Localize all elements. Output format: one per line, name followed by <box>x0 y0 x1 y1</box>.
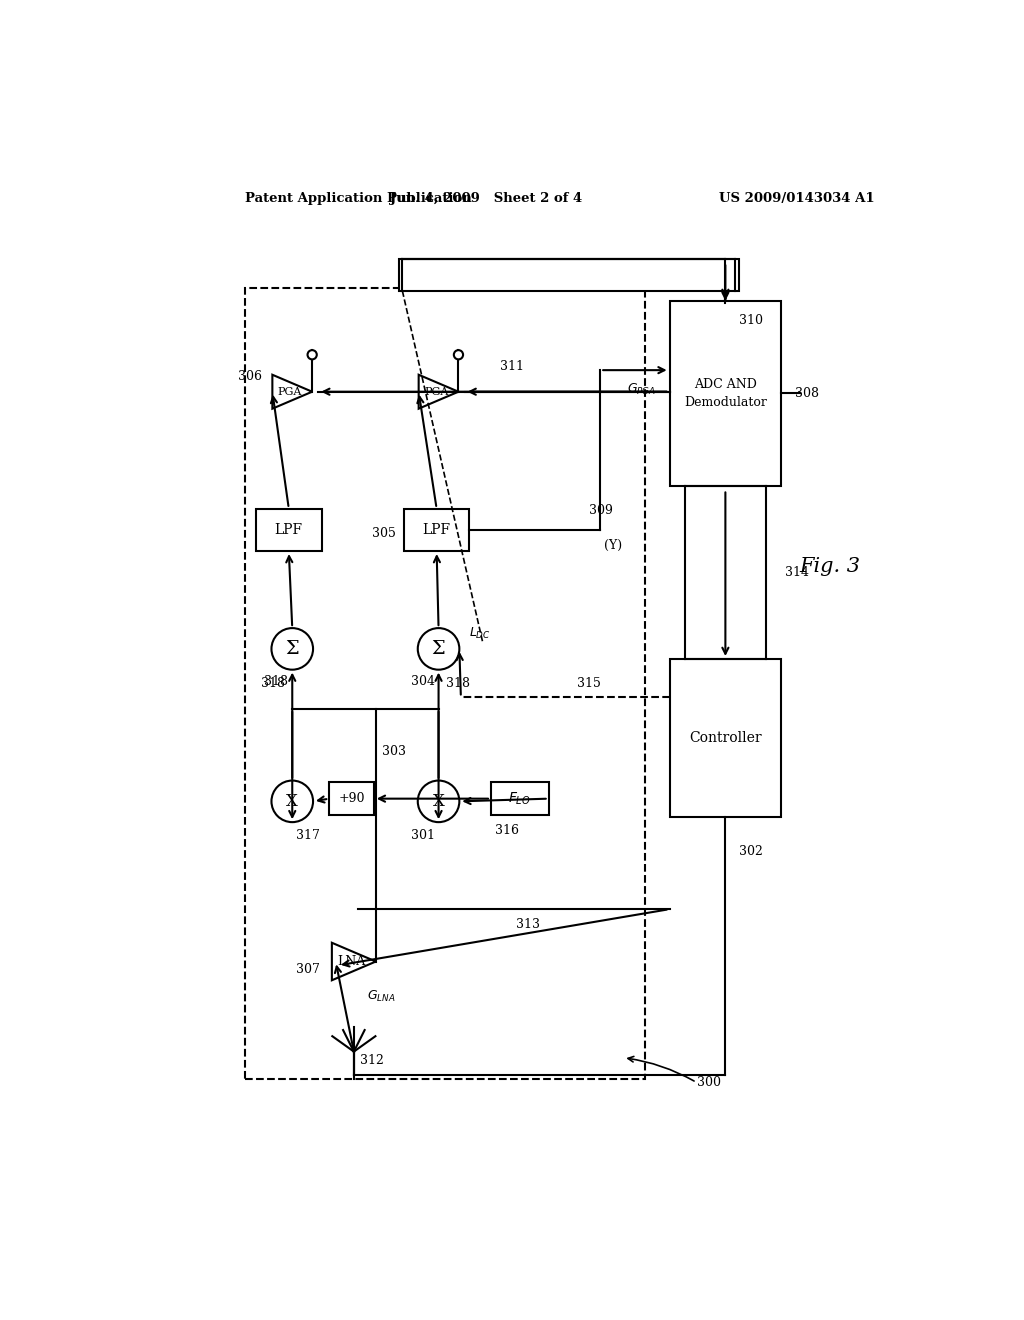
Circle shape <box>271 628 313 669</box>
Text: X: X <box>432 793 444 810</box>
Text: 309: 309 <box>589 504 612 517</box>
Text: $G_{PGA}$: $G_{PGA}$ <box>627 381 655 397</box>
Text: LPF: LPF <box>423 523 451 537</box>
Bar <box>670 659 781 817</box>
Text: $L_{DC}$: $L_{DC}$ <box>469 626 490 642</box>
Text: Patent Application Publication: Patent Application Publication <box>245 191 471 205</box>
Text: Σ: Σ <box>286 640 299 657</box>
Text: US 2009/0143034 A1: US 2009/0143034 A1 <box>719 191 874 205</box>
Circle shape <box>418 628 460 669</box>
Bar <box>330 781 374 816</box>
Text: 300: 300 <box>696 1076 721 1089</box>
Polygon shape <box>272 375 312 409</box>
Bar <box>403 508 469 552</box>
Text: $F_{LO}$: $F_{LO}$ <box>509 791 531 807</box>
Text: 317: 317 <box>296 829 319 842</box>
Text: 307: 307 <box>296 962 319 975</box>
Text: Jun. 4, 2009   Sheet 2 of 4: Jun. 4, 2009 Sheet 2 of 4 <box>390 191 583 205</box>
Text: X: X <box>287 793 298 810</box>
Text: LNA: LNA <box>338 954 366 968</box>
Text: $G_{LNA}$: $G_{LNA}$ <box>367 989 395 1003</box>
Bar <box>256 508 322 552</box>
Text: 318: 318 <box>260 677 285 690</box>
Text: Fig. 3: Fig. 3 <box>799 557 860 576</box>
Text: 306: 306 <box>238 370 262 383</box>
Text: 304: 304 <box>411 675 435 688</box>
Text: 316: 316 <box>495 824 519 837</box>
Text: PGA: PGA <box>424 387 449 397</box>
Text: 315: 315 <box>578 677 601 690</box>
Text: +90: +90 <box>338 792 365 805</box>
Circle shape <box>418 780 460 822</box>
Text: Controller: Controller <box>689 731 762 744</box>
Polygon shape <box>419 375 459 409</box>
Circle shape <box>307 350 316 359</box>
Text: 318: 318 <box>264 675 289 688</box>
Text: ADC AND
Demodulator: ADC AND Demodulator <box>684 378 767 409</box>
Bar <box>490 781 549 816</box>
Bar <box>398 259 739 290</box>
Text: 313: 313 <box>515 917 540 931</box>
Text: 318: 318 <box>446 677 470 690</box>
Bar <box>245 288 645 1078</box>
Text: (Y): (Y) <box>604 539 623 552</box>
Circle shape <box>454 350 463 359</box>
Text: 305: 305 <box>373 527 396 540</box>
Text: 303: 303 <box>382 744 406 758</box>
Text: PGA: PGA <box>278 387 302 397</box>
Text: 311: 311 <box>500 360 524 372</box>
Text: 314: 314 <box>785 566 809 578</box>
Bar <box>670 301 781 486</box>
Text: 310: 310 <box>739 314 763 326</box>
Polygon shape <box>332 942 376 981</box>
Text: 301: 301 <box>411 829 435 842</box>
Text: Σ: Σ <box>432 640 445 657</box>
Circle shape <box>271 780 313 822</box>
Text: 302: 302 <box>739 845 763 858</box>
Text: 312: 312 <box>360 1055 384 1068</box>
Text: LPF: LPF <box>274 523 303 537</box>
Text: 308: 308 <box>795 387 819 400</box>
